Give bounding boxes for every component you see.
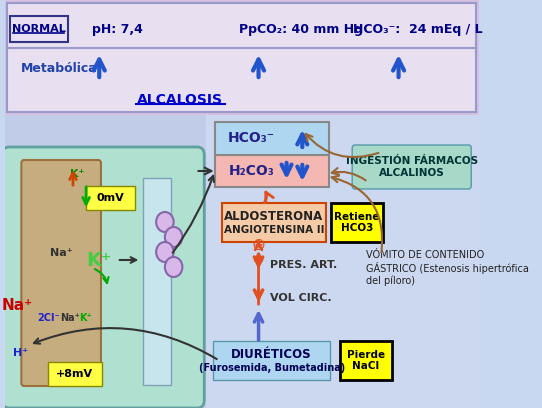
Text: ALCALOSIS: ALCALOSIS <box>137 93 223 107</box>
Text: HCO₃⁻:  24 mEq / L: HCO₃⁻: 24 mEq / L <box>353 22 483 35</box>
Circle shape <box>156 242 173 262</box>
Text: 2Cl⁻: 2Cl⁻ <box>37 313 60 323</box>
FancyBboxPatch shape <box>222 203 326 242</box>
Text: ANGIOTENSINA II: ANGIOTENSINA II <box>224 225 324 235</box>
FancyBboxPatch shape <box>215 155 328 187</box>
FancyBboxPatch shape <box>86 186 135 210</box>
Text: 0mV: 0mV <box>96 193 125 203</box>
Text: VÓMITO DE CONTENIDO
GÁSTRICO (Estenosis hipertrófica
del píloro): VÓMITO DE CONTENIDO GÁSTRICO (Estenosis … <box>366 250 529 286</box>
FancyBboxPatch shape <box>5 0 479 115</box>
FancyBboxPatch shape <box>10 16 68 42</box>
FancyBboxPatch shape <box>352 145 471 189</box>
Text: pH: 7,4: pH: 7,4 <box>92 22 143 35</box>
FancyBboxPatch shape <box>340 341 391 380</box>
FancyBboxPatch shape <box>331 203 383 242</box>
Text: NORMAL: NORMAL <box>12 24 66 34</box>
Text: Na⁺: Na⁺ <box>50 248 73 258</box>
Text: ALDOSTERONA: ALDOSTERONA <box>224 209 324 222</box>
Text: Retiene
HCO3: Retiene HCO3 <box>334 212 380 233</box>
Text: VOL CIRC.: VOL CIRC. <box>270 293 332 303</box>
FancyBboxPatch shape <box>2 147 204 408</box>
Text: (Furosemida, Bumetadina): (Furosemida, Bumetadina) <box>198 363 345 373</box>
FancyBboxPatch shape <box>215 122 328 155</box>
Text: K⁺: K⁺ <box>70 169 85 179</box>
Text: +8mV: +8mV <box>56 369 93 379</box>
Text: HCO₃⁻: HCO₃⁻ <box>228 131 275 145</box>
Text: Na⁺: Na⁺ <box>2 297 33 313</box>
Text: PpCO₂: 40 mm Hg: PpCO₂: 40 mm Hg <box>239 22 363 35</box>
Text: Metabólica: Metabólica <box>21 62 97 75</box>
Text: Na⁺: Na⁺ <box>60 313 80 323</box>
FancyBboxPatch shape <box>206 115 479 408</box>
Circle shape <box>156 212 173 232</box>
FancyBboxPatch shape <box>143 178 171 385</box>
Circle shape <box>165 257 183 277</box>
Text: H₂CO₃: H₂CO₃ <box>229 164 274 178</box>
Text: K⁺: K⁺ <box>87 251 112 270</box>
FancyBboxPatch shape <box>8 3 476 112</box>
Text: INGESTIÓN FÁRMACOS
ALCALINOS: INGESTIÓN FÁRMACOS ALCALINOS <box>346 156 478 178</box>
Circle shape <box>165 227 183 247</box>
Text: ⊕: ⊕ <box>251 236 266 254</box>
FancyBboxPatch shape <box>21 160 101 386</box>
FancyBboxPatch shape <box>213 341 330 380</box>
Text: H⁺: H⁺ <box>13 348 28 358</box>
FancyBboxPatch shape <box>5 115 479 408</box>
Text: DIURÉTICOS: DIURÉTICOS <box>231 348 312 361</box>
FancyBboxPatch shape <box>48 362 102 386</box>
Text: Pierde
NaCl: Pierde NaCl <box>347 350 385 371</box>
Text: PRES. ART.: PRES. ART. <box>270 260 337 270</box>
Text: K⁺: K⁺ <box>79 313 92 323</box>
